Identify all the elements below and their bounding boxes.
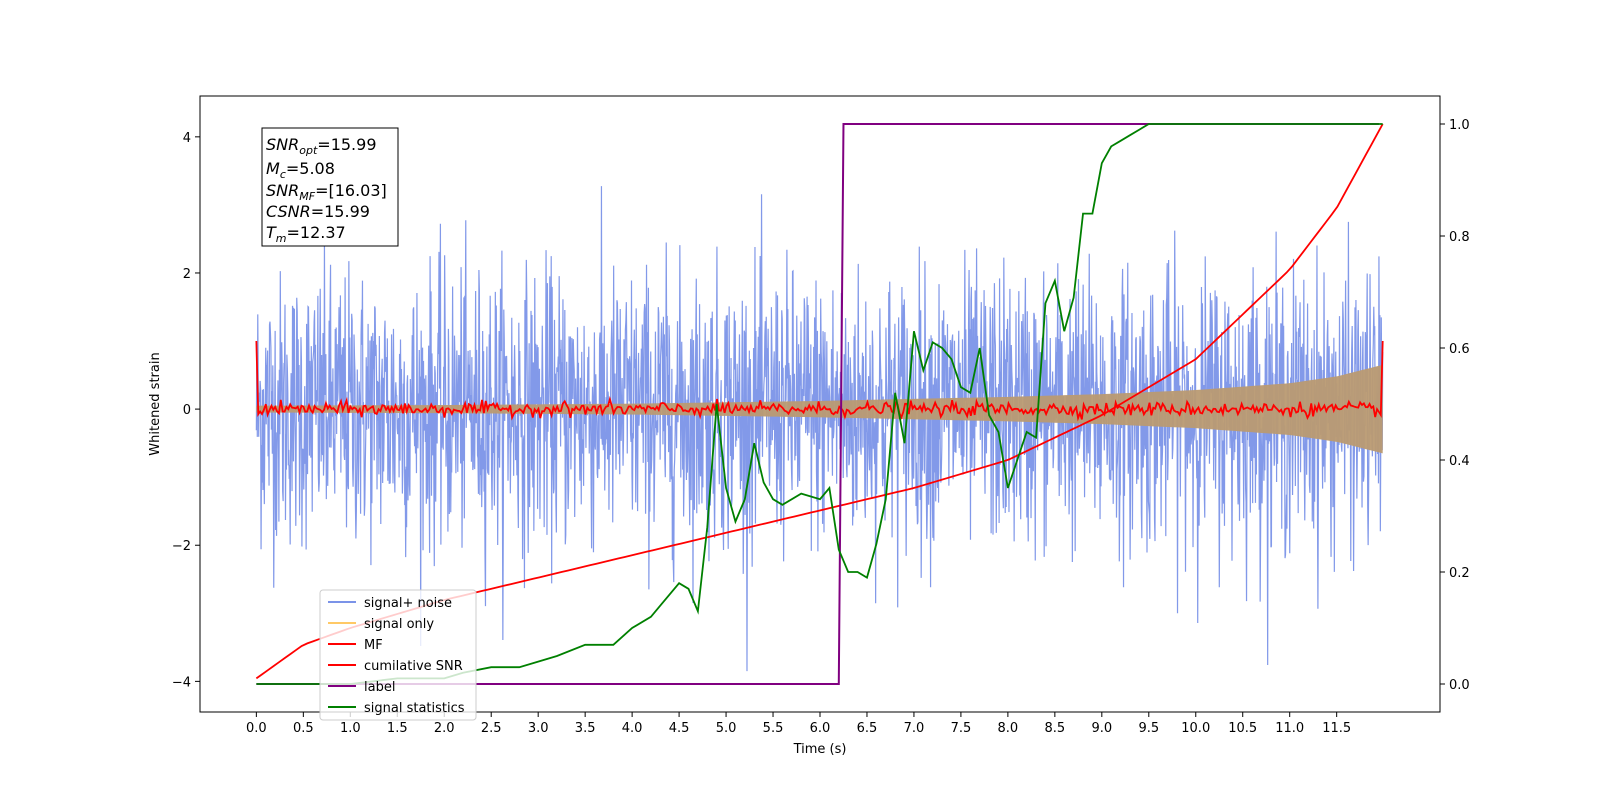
svg-text:Mc=5.08: Mc=5.08 — [266, 159, 335, 181]
y2-tick-label: 0.2 — [1449, 566, 1470, 581]
legend-label-cumulative-snr: cumilative SNR — [364, 659, 463, 674]
svg-text:Tm=12.37: Tm=12.37 — [266, 223, 346, 245]
x-tick-label: 5.5 — [763, 721, 784, 736]
y-tick-label: −4 — [172, 675, 191, 690]
x-tick-label: 0.0 — [246, 721, 267, 736]
annotation-tm-name: T — [266, 223, 277, 242]
svg-text:SNRMF=[16.03]: SNRMF=[16.03] — [266, 181, 387, 203]
x-tick-label: 7.5 — [951, 721, 972, 736]
y-axis-label: Whitened strain — [148, 352, 163, 455]
y-tick-label: 2 — [183, 267, 191, 282]
y2-tick-label: 0.0 — [1449, 678, 1470, 693]
x-tick-label: 6.5 — [857, 721, 878, 736]
annotation-csnr-name: CSNR — [266, 202, 311, 221]
annotation-snr-mf-val: =[16.03] — [315, 181, 387, 200]
legend: signal+ noise signal only MF cumilative … — [319, 589, 477, 721]
y2-axis-ticks: 0.0 0.2 0.4 0.6 0.8 1.0 — [1440, 118, 1470, 693]
y-tick-label: 4 — [183, 131, 191, 146]
annotation-mc-sub: c — [280, 168, 286, 181]
x-tick-label: 3.0 — [528, 721, 549, 736]
x-tick-label: 6.0 — [810, 721, 831, 736]
x-tick-label: 5.0 — [716, 721, 737, 736]
x-tick-label: 2.5 — [481, 721, 502, 736]
signal-statistics-line — [256, 123, 1383, 685]
x-tick-label: 1.0 — [340, 721, 361, 736]
x-tick-label: 3.5 — [575, 721, 596, 736]
svg-text:CSNR=15.99: CSNR=15.99 — [266, 202, 370, 221]
annotation-box: SNRopt=15.99 Mc=5.08 SNRMF=[16.03] CSNR=… — [261, 127, 399, 247]
x-tick-label: 10.0 — [1181, 721, 1210, 736]
x-axis-ticks: 0.0 0.5 1.0 1.5 2.0 2.5 3.0 3.5 4.0 4.5 5.0 5.5 6.0 6… — [246, 712, 1351, 736]
svg-text:SNRopt=15.99: SNRopt=15.99 — [266, 135, 377, 157]
x-tick-label: 7.0 — [904, 721, 925, 736]
y2-tick-label: 0.6 — [1449, 342, 1470, 357]
x-tick-label: 9.0 — [1091, 721, 1112, 736]
mf-line — [255, 341, 1384, 422]
x-axis-label: Time (s) — [793, 742, 847, 757]
x-tick-label: 10.5 — [1228, 721, 1257, 736]
legend-label-mf: MF — [364, 638, 383, 653]
x-tick-label: 11.0 — [1275, 721, 1304, 736]
x-tick-label: 2.0 — [434, 721, 455, 736]
annotation-snr-opt-val: =15.99 — [317, 135, 376, 154]
x-tick-label: 1.5 — [387, 721, 408, 736]
x-tick-label: 8.5 — [1045, 721, 1066, 736]
x-tick-label: 4.5 — [669, 721, 690, 736]
x-tick-label: 8.0 — [998, 721, 1019, 736]
y2-tick-label: 1.0 — [1449, 118, 1470, 133]
label-line — [256, 123, 1379, 685]
annotation-tm-sub: m — [276, 232, 287, 245]
annotation-snr-opt-name: SNR — [266, 135, 299, 154]
legend-label-signal-statistics: signal statistics — [364, 701, 465, 716]
annotation-mc-name: M — [266, 159, 280, 178]
x-tick-label: 9.5 — [1138, 721, 1159, 736]
annotation-snr-opt-sub: opt — [299, 144, 318, 157]
legend-label-label: label — [364, 680, 395, 695]
mf-series — [255, 341, 1384, 422]
y-axis-ticks: −4 −2 0 2 4 — [172, 131, 200, 690]
y2-tick-label: 0.4 — [1449, 454, 1470, 469]
annotation-mc-val: =5.08 — [286, 159, 335, 178]
annotation-csnr-val: =15.99 — [311, 202, 370, 221]
annotation-snr-mf-name: SNR — [266, 181, 299, 200]
y-tick-label: −2 — [172, 539, 191, 554]
x-tick-label: 0.5 — [293, 721, 314, 736]
x-tick-label: 4.0 — [622, 721, 643, 736]
x-tick-label: 11.5 — [1322, 721, 1351, 736]
y2-tick-label: 0.8 — [1449, 230, 1470, 245]
annotation-snr-mf-sub: MF — [299, 190, 315, 203]
annotation-tm-val: =12.37 — [287, 223, 346, 242]
y-tick-label: 0 — [183, 403, 191, 418]
legend-label-signal-only: signal only — [364, 617, 434, 632]
legend-label-signal-noise: signal+ noise — [364, 596, 452, 611]
